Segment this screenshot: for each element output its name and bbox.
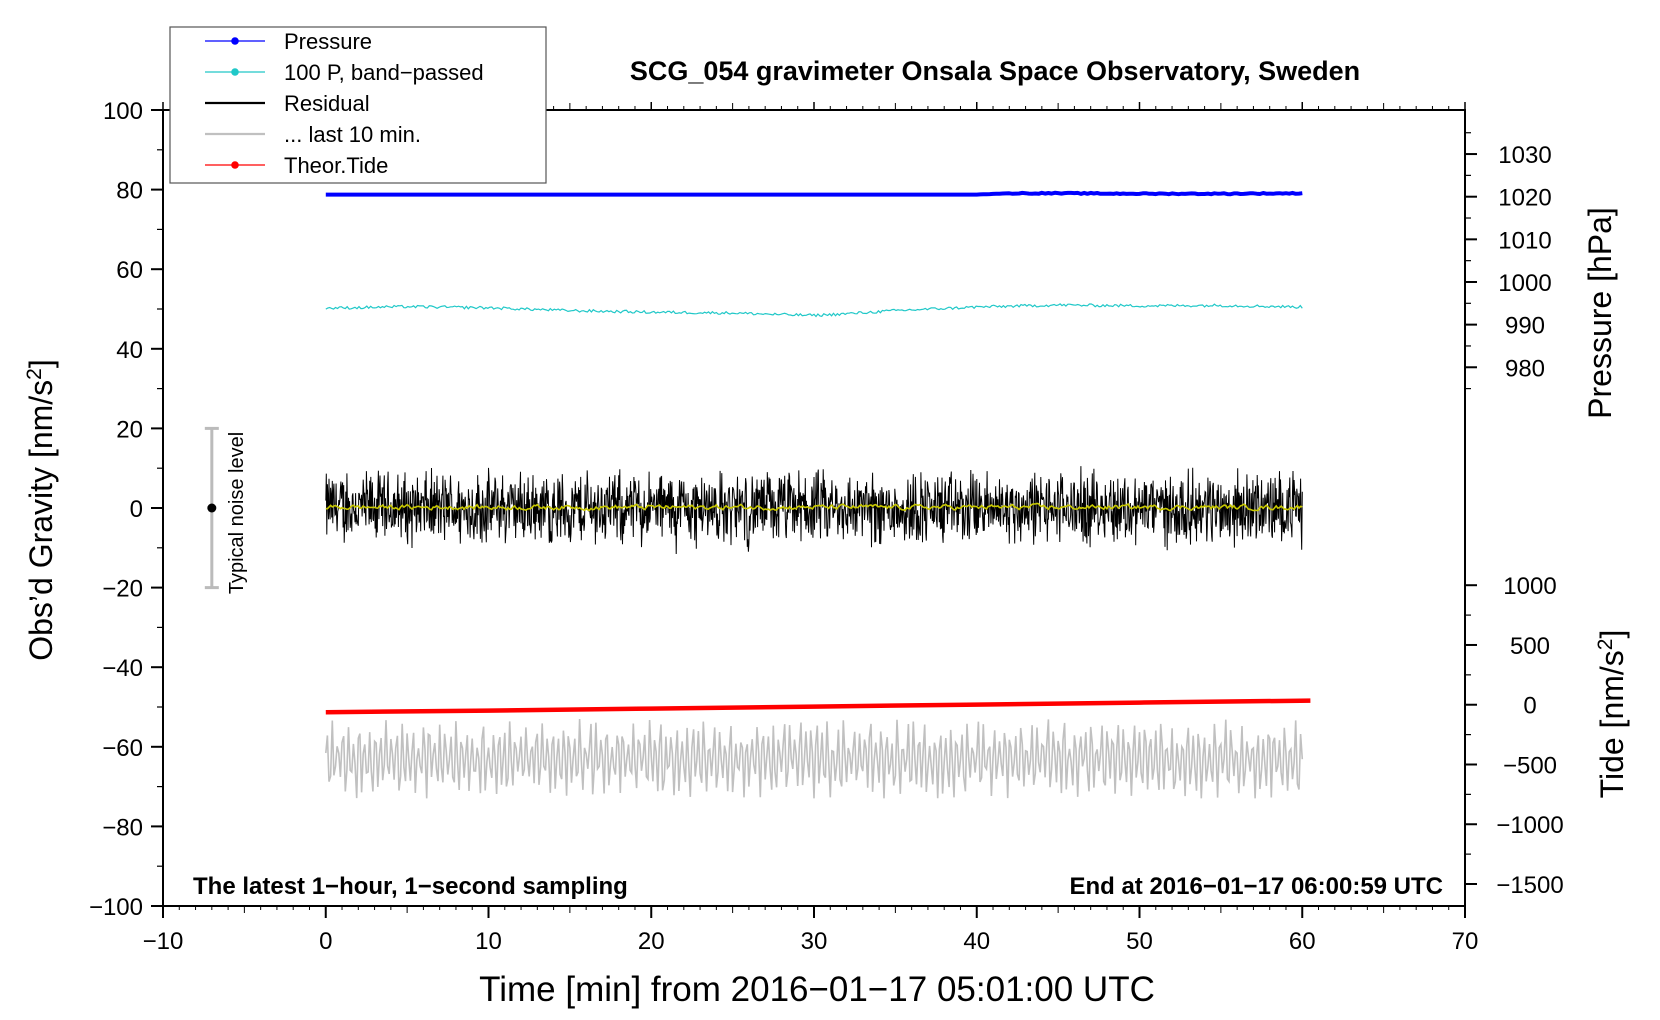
legend-entry: 100 P, band−passed (205, 60, 484, 85)
y-left-tick-label: 40 (116, 337, 143, 364)
y-axis-left-label: Obs’d Gravity [nm/s2] (23, 359, 60, 661)
y-left-tick-label: 100 (103, 98, 143, 125)
y-axis-right-tide-label: Tide [nm/s2] (1594, 630, 1631, 799)
x-tick-label: 30 (801, 928, 828, 955)
annotation-bottom-right: End at 2016−01−17 06:00:59 UTC (1069, 873, 1443, 900)
legend-label: Pressure (284, 29, 372, 54)
series-pressure (325, 190, 1303, 197)
y-tide-tick-label: −1500 (1496, 872, 1563, 899)
legend-marker (231, 37, 239, 45)
legend-entry: Pressure (205, 29, 372, 54)
y-left-tick-label: 20 (116, 416, 143, 443)
x-tick-label: 50 (1126, 928, 1153, 955)
chart-title: SCG_054 gravimeter Onsala Space Observat… (630, 56, 1360, 86)
noise-bar-center-dot (207, 503, 217, 513)
y-pressure-tick-label: 1020 (1498, 185, 1551, 212)
x-axis: −10 0 10 20 30 40 50 60 70 (143, 102, 1479, 955)
legend: Pressure 100 P, band−passed Residual ... la… (169, 26, 547, 184)
y-axis-right-pressure: 980 990 1000 1010 1020 1030 (1465, 132, 1552, 390)
legend-label: Theor.Tide (284, 153, 388, 178)
series-theor-tide (325, 698, 1311, 715)
x-axis-label: Time [min] from 2016−01−17 05:01:00 UTC (479, 970, 1155, 1009)
annotation-bottom-left: The latest 1−hour, 1−second sampling (193, 873, 628, 900)
y-tide-tick-label: 500 (1510, 633, 1550, 660)
x-tick-label: 60 (1289, 928, 1316, 955)
x-tick-label: 20 (638, 928, 665, 955)
y-left-tick-label: 0 (130, 496, 143, 523)
y-left-tick-label: 80 (116, 178, 143, 205)
y-pressure-tick-label: 1000 (1498, 270, 1551, 297)
y-axis-left: −100 −80 −60 −40 −20 0 20 40 60 80 100 (89, 98, 163, 921)
x-tick-label: 0 (319, 928, 332, 955)
series-pressure-bandpassed (325, 303, 1303, 318)
y-pressure-tick-label: 1030 (1498, 142, 1551, 169)
series-residual-smoothed (325, 502, 1303, 512)
series-last-10-min (325, 718, 1304, 799)
noise-bar-label: Typical noise level (226, 432, 248, 594)
y-tide-tick-label: −500 (1503, 752, 1557, 779)
x-tick-label: 10 (475, 928, 502, 955)
legend-entry: Theor.Tide (205, 153, 388, 178)
x-tick-label: −10 (143, 928, 184, 955)
series-residual (325, 466, 1303, 555)
y-left-tick-label: −20 (102, 576, 143, 603)
y-tide-tick-label: −1000 (1496, 812, 1563, 839)
y-left-tick-label: −100 (89, 894, 143, 921)
legend-entry: ... last 10 min. (205, 122, 421, 147)
x-tick-label: 40 (963, 928, 990, 955)
x-tick-label: 70 (1452, 928, 1479, 955)
noise-level-bar: Typical noise level (204, 426, 248, 594)
y-left-tick-label: 60 (116, 257, 143, 284)
y-left-tick-label: −80 (102, 814, 143, 841)
legend-box (169, 26, 547, 184)
legend-entry: Residual (205, 91, 370, 116)
y-left-tick-label: −40 (102, 655, 143, 682)
y-tide-tick-label: 1000 (1503, 573, 1556, 600)
series-layer (325, 190, 1311, 799)
legend-label: ... last 10 min. (284, 122, 421, 147)
y-pressure-tick-label: 980 (1505, 355, 1545, 382)
y-pressure-tick-label: 990 (1505, 313, 1545, 340)
y-left-tick-label: −60 (102, 735, 143, 762)
legend-label: Residual (284, 91, 370, 116)
y-axis-right-pressure-label: Pressure [hPa] (1582, 207, 1618, 419)
y-pressure-tick-label: 1010 (1498, 227, 1551, 254)
legend-marker (231, 161, 239, 169)
y-tide-tick-label: 0 (1523, 693, 1536, 720)
y-axis-right-tide: −1500 −1000 −500 0 500 1000 (1465, 573, 1564, 899)
legend-marker (231, 68, 239, 76)
legend-label: 100 P, band−passed (284, 60, 484, 85)
